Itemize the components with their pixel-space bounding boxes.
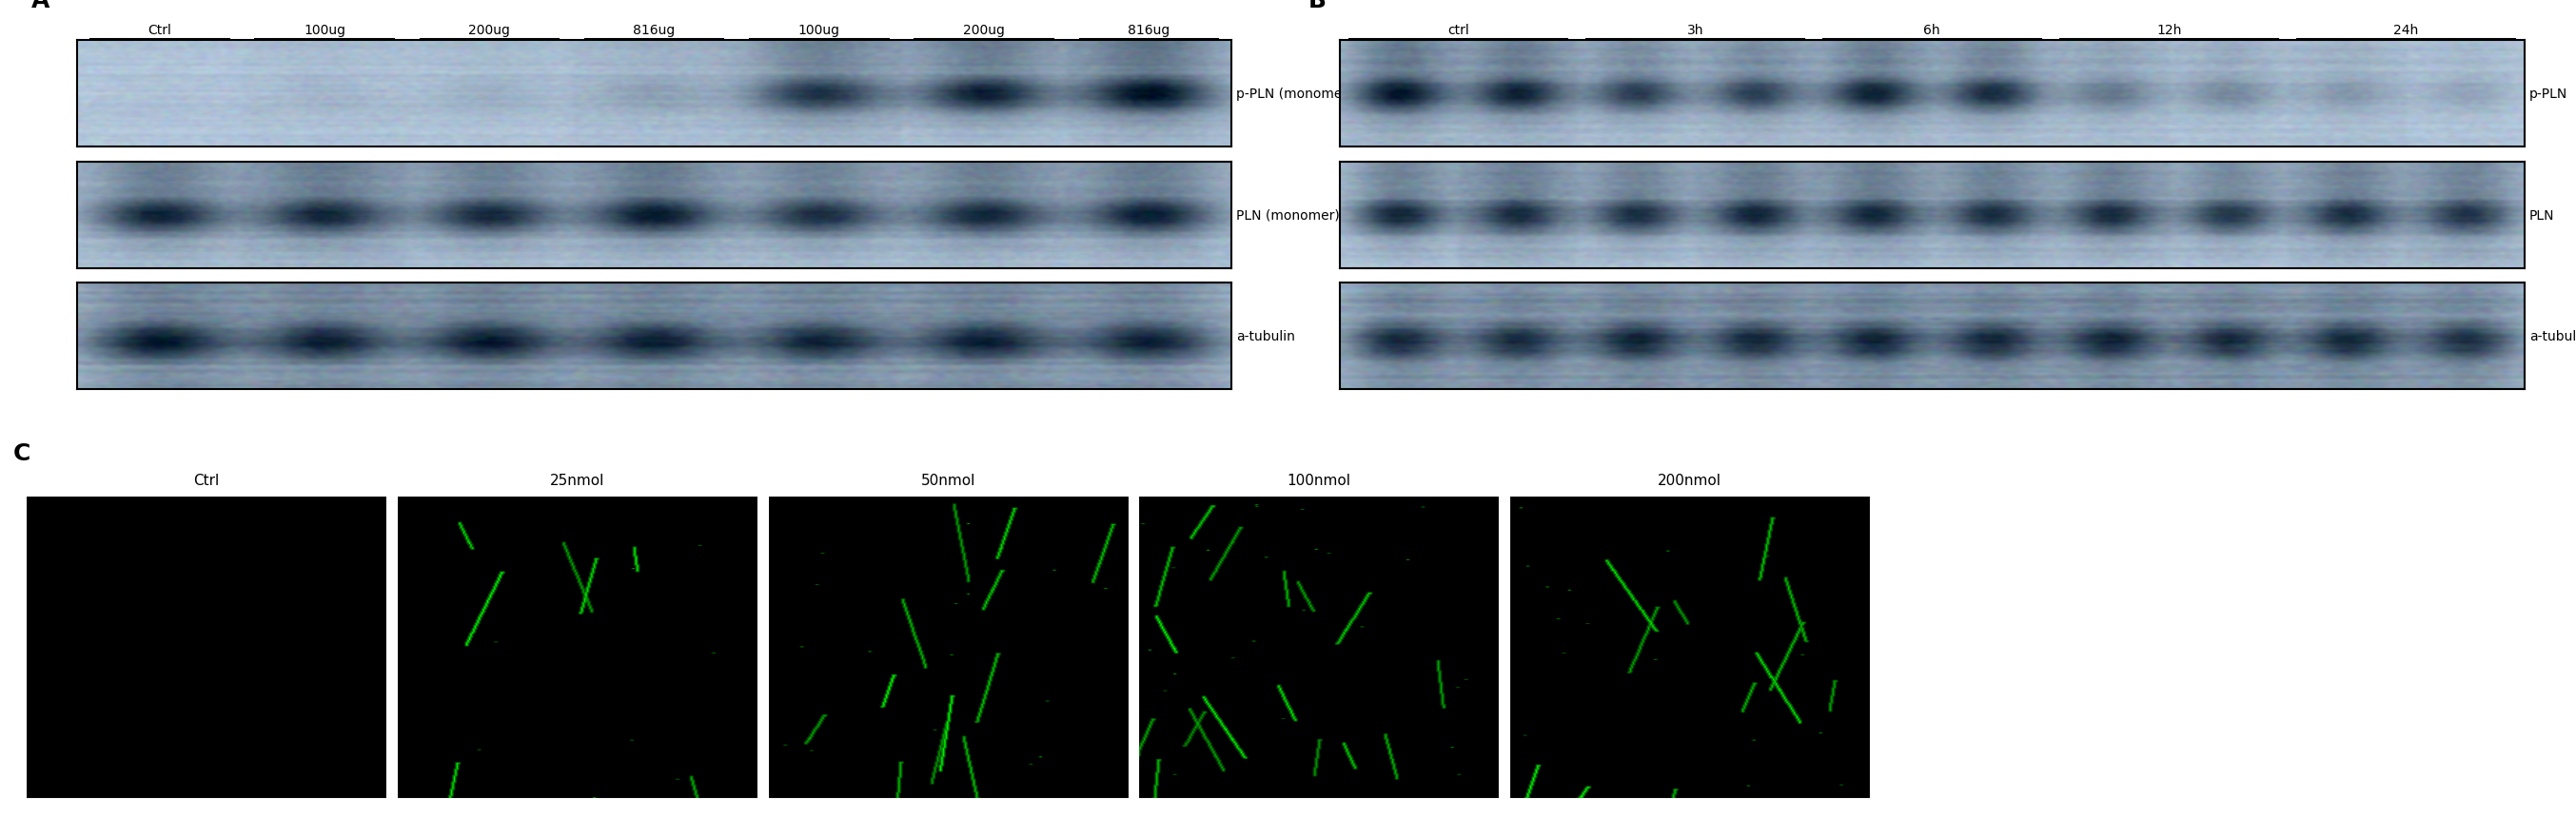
Text: PLN (monomer): PLN (monomer)	[1236, 209, 1340, 222]
Text: 200nmol: 200nmol	[1659, 473, 1721, 487]
Text: B: B	[1309, 0, 1327, 12]
Text: 24h: 24h	[2393, 24, 2419, 37]
Text: a-tubulin: a-tubulin	[1236, 330, 1296, 343]
Text: 100nmol: 100nmol	[1288, 473, 1350, 487]
Text: 3h: 3h	[1687, 24, 1703, 37]
Text: C: C	[13, 442, 31, 465]
Text: p-PLN: p-PLN	[2530, 88, 2568, 101]
Text: A: A	[31, 0, 49, 12]
Text: 100ug: 100ug	[304, 24, 345, 37]
Text: PLN: PLN	[2530, 209, 2555, 222]
Text: 200ug: 200ug	[963, 24, 1005, 37]
Text: 25nmol: 25nmol	[549, 473, 605, 487]
Text: 816ug: 816ug	[634, 24, 675, 37]
Text: 50nmol: 50nmol	[920, 473, 976, 487]
Text: p-PLN (monomer): p-PLN (monomer)	[1236, 88, 1352, 101]
Text: ctrl: ctrl	[1448, 24, 1468, 37]
Text: 100ug: 100ug	[799, 24, 840, 37]
Text: 200ug: 200ug	[469, 24, 510, 37]
Text: 12h: 12h	[2156, 24, 2182, 37]
Text: 6h: 6h	[1924, 24, 1940, 37]
Text: 816ug: 816ug	[1128, 24, 1170, 37]
Text: Ctrl: Ctrl	[147, 24, 173, 37]
Text: Ctrl: Ctrl	[193, 473, 219, 487]
Text: a-tubulin: a-tubulin	[2530, 330, 2576, 343]
